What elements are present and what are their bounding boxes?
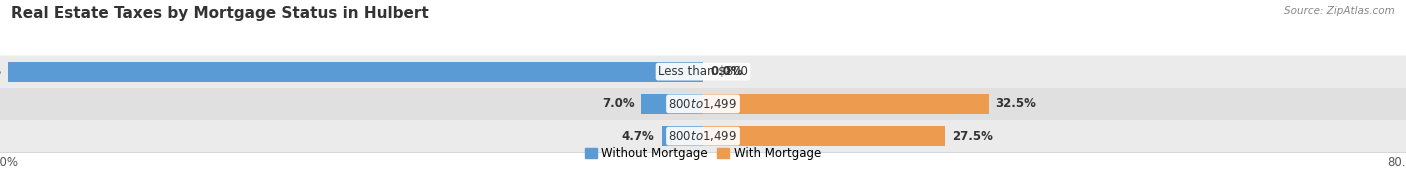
Text: Less than $800: Less than $800 (658, 65, 748, 78)
Bar (641, 94, 703, 114)
Text: 27.5%: 27.5% (952, 130, 993, 143)
Bar (0, 120, 1406, 152)
Text: $800 to $1,499: $800 to $1,499 (668, 129, 738, 143)
Text: 4.7%: 4.7% (621, 130, 655, 143)
Text: 7.0%: 7.0% (602, 97, 634, 110)
Text: 0.0%: 0.0% (710, 65, 742, 78)
Legend: Without Mortgage, With Mortgage: Without Mortgage, With Mortgage (581, 142, 825, 165)
Text: Source: ZipAtlas.com: Source: ZipAtlas.com (1284, 6, 1395, 16)
Bar (0, 55, 1406, 88)
Bar (703, 126, 945, 146)
Bar (8, 62, 703, 82)
Bar (0, 88, 1406, 120)
Text: 32.5%: 32.5% (995, 97, 1036, 110)
Bar (703, 94, 988, 114)
Text: $800 to $1,499: $800 to $1,499 (668, 97, 738, 111)
Bar (662, 126, 703, 146)
Text: Real Estate Taxes by Mortgage Status in Hulbert: Real Estate Taxes by Mortgage Status in … (11, 6, 429, 21)
